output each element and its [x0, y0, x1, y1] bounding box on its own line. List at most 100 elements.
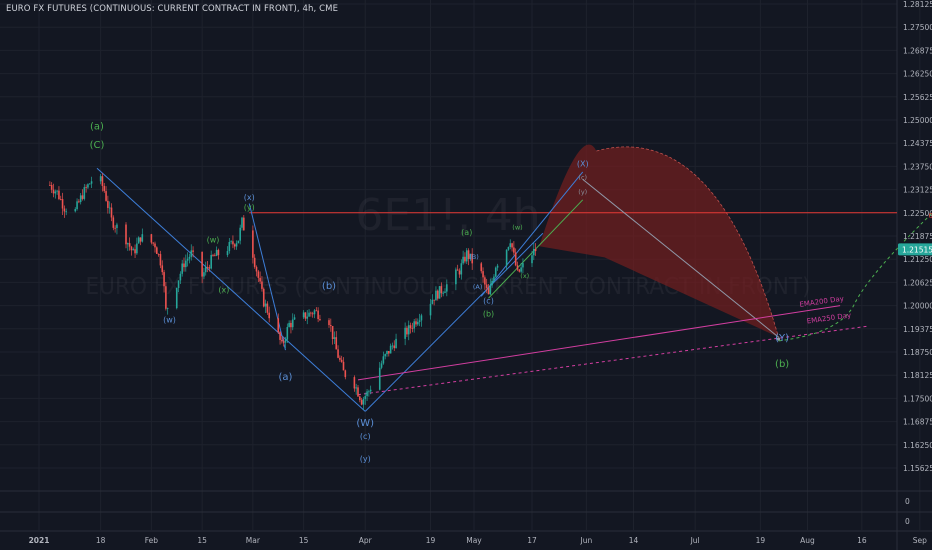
wave-label: (b): [322, 281, 336, 292]
wave-label: (b): [483, 310, 494, 319]
candle-body: [235, 243, 238, 247]
candle-body: [241, 217, 243, 228]
candle-body: [286, 327, 289, 340]
candle-body: [88, 183, 91, 185]
candle-body: [152, 242, 154, 244]
wave-label: (c): [360, 432, 371, 441]
y-tick-label: 1.20000: [903, 302, 932, 311]
candle-body: [388, 350, 390, 354]
candle-body: [496, 265, 499, 268]
wave-label: (B): [469, 253, 479, 261]
y-grid: 1.28125 1.27500 1.26875 1.26250 1.25625 1.250…: [0, 0, 932, 473]
x-tick-label: 14: [629, 536, 639, 545]
x-tick-label: May: [466, 536, 482, 545]
candle-body: [210, 254, 212, 269]
candle-body: [429, 303, 432, 316]
candle-body: [185, 260, 187, 268]
candle-body: [335, 337, 338, 350]
candle-body: [487, 287, 490, 295]
candle-body: [87, 184, 89, 188]
candle-body: [79, 195, 82, 203]
candle-body: [58, 190, 60, 200]
trendline-wave: [248, 203, 286, 351]
candle-body: [386, 350, 388, 355]
candle-body: [339, 357, 341, 360]
x-tick-label: Apr: [359, 536, 373, 545]
last-price-box: [898, 243, 932, 256]
candle-body: [132, 249, 135, 251]
candle-body: [183, 263, 185, 268]
chart-title: EURO FX FUTURES (CONTINUOUS: CURRENT CON…: [6, 4, 339, 14]
candle-body: [127, 243, 129, 245]
candle-body: [154, 243, 156, 248]
candle-body: [420, 315, 423, 321]
candle-body: [63, 208, 66, 212]
y-tick-label: 1.26250: [903, 70, 932, 79]
y-tick-label: 1.18125: [903, 371, 932, 380]
y-tick-label: 1.17500: [903, 394, 932, 403]
y-tick-label: 1.21875: [903, 232, 932, 241]
candle-body: [446, 284, 448, 292]
y-tick-label: 1.16875: [903, 418, 932, 427]
candle-body: [54, 191, 57, 194]
candle-body: [201, 251, 203, 277]
x-tick-label: Feb: [145, 536, 159, 545]
candle-body: [266, 303, 269, 313]
wave-label: (C): [90, 140, 105, 151]
candle-body: [61, 199, 64, 209]
y-tick-label: 1.24375: [903, 139, 932, 148]
wave-label: (y): [244, 203, 255, 212]
candle-body: [161, 265, 164, 273]
candle-body: [204, 266, 207, 273]
chart-annotation: 0: [929, 212, 932, 220]
y-tick-label: 1.18750: [903, 348, 932, 357]
x-tick-label: 16: [857, 536, 867, 545]
candle-body: [359, 396, 361, 401]
candle-body: [413, 321, 415, 329]
candle-body: [76, 201, 78, 210]
x-tick-label: 15: [299, 536, 309, 545]
candle-body: [455, 269, 457, 285]
candle-body: [103, 185, 106, 192]
candle-body: [141, 234, 144, 242]
ema-lines: [357, 212, 932, 396]
candle-body: [175, 287, 178, 309]
candle-body: [50, 185, 53, 190]
x-tick-label: 2021: [29, 536, 50, 545]
trendline-up: [364, 232, 544, 412]
candle-body: [125, 224, 127, 245]
candle-body: [435, 290, 437, 301]
candles: [49, 173, 537, 411]
wave-label: (b): [775, 359, 789, 370]
wave-label: (X): [577, 159, 589, 168]
candle-body: [281, 339, 283, 342]
candle-body: [407, 325, 410, 335]
candle-body: [233, 244, 236, 247]
candle-body: [217, 249, 220, 256]
wave-label: (y): [360, 455, 371, 464]
candle-body: [74, 209, 77, 212]
y-tick-label: 1.28125: [903, 0, 932, 9]
candle-body: [150, 234, 153, 243]
y-tick-label: 1.19375: [903, 325, 932, 334]
candle-body: [505, 249, 508, 266]
candle-body: [511, 243, 513, 248]
candle-body: [465, 250, 468, 262]
candle-body: [78, 201, 80, 203]
candle-body: [252, 230, 254, 258]
candle-body: [277, 318, 280, 333]
candle-body: [290, 322, 292, 328]
candle-body: [188, 256, 191, 259]
y-tick-label: 1.20625: [903, 278, 932, 287]
candle-body: [166, 308, 169, 309]
candle-body: [237, 240, 240, 244]
y-tick-label: 1.27500: [903, 23, 932, 32]
candle-body: [206, 266, 209, 268]
candle-body: [156, 247, 158, 254]
candle-body: [467, 250, 470, 259]
candle-body: [444, 291, 446, 293]
projection-endpoint: [776, 337, 781, 341]
candle-body: [255, 266, 258, 272]
wave-label: (a): [90, 121, 104, 132]
